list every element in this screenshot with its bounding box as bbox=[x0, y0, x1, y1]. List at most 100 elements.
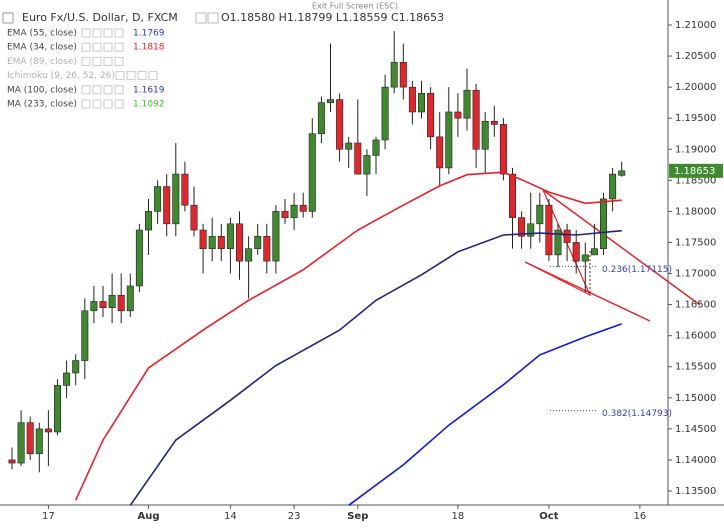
candle-body bbox=[8, 459, 16, 464]
indicator-line bbox=[74, 171, 622, 501]
x-tick-label: 23 bbox=[288, 511, 301, 522]
candle-body bbox=[618, 170, 626, 176]
candle-body bbox=[217, 235, 225, 249]
legend-value: 1.1619 bbox=[133, 85, 165, 95]
wedge-lower-line bbox=[524, 261, 651, 322]
x-tick-label: 14 bbox=[224, 511, 237, 522]
legend-icon bbox=[92, 56, 102, 66]
candle-body bbox=[326, 99, 334, 103]
candle-body bbox=[17, 422, 25, 464]
symbol-title: Euro Fx/U.S. Dollar, D, FXCM bbox=[22, 11, 178, 24]
candle-body bbox=[81, 310, 89, 361]
candle-body bbox=[53, 385, 61, 433]
candle-body bbox=[436, 136, 444, 169]
candle-body bbox=[308, 133, 316, 212]
x-tick-label: Sep bbox=[347, 511, 368, 522]
last-price-box bbox=[669, 163, 723, 178]
legend-icon bbox=[103, 56, 113, 66]
candle-body bbox=[609, 173, 617, 200]
candle-body bbox=[399, 61, 407, 88]
hide-icon[interactable] bbox=[207, 12, 219, 24]
y-tick-label: 1.16000 bbox=[675, 331, 716, 342]
y-tick-label: 1.17000 bbox=[675, 269, 716, 280]
candle-body bbox=[299, 204, 307, 212]
candle-body bbox=[245, 248, 253, 262]
candle-body bbox=[154, 186, 162, 212]
y-tick-label: 1.20000 bbox=[675, 82, 716, 93]
y-tick-label: 1.18500 bbox=[675, 175, 716, 186]
legend-value: 1.1769 bbox=[133, 29, 165, 39]
fib-label: 0.236(1.17115) bbox=[602, 265, 672, 275]
legend-icon bbox=[114, 28, 124, 38]
candle-body bbox=[263, 235, 271, 262]
legend-icon bbox=[92, 85, 102, 95]
candle-body bbox=[408, 86, 416, 113]
candle-body bbox=[190, 204, 198, 231]
candle-body bbox=[290, 204, 298, 218]
legend-name: MA (100, close) bbox=[7, 85, 77, 95]
candle-body bbox=[281, 211, 289, 218]
candle-body bbox=[508, 173, 516, 218]
legend-icon bbox=[81, 28, 91, 38]
legend-icon bbox=[103, 42, 113, 52]
candle-body bbox=[417, 93, 425, 113]
legend-icon bbox=[114, 99, 124, 109]
wedge-upper-line bbox=[542, 189, 701, 306]
x-tick-label: 18 bbox=[452, 511, 465, 522]
candle-body bbox=[236, 223, 244, 262]
candle-body bbox=[226, 223, 234, 249]
legend-icon bbox=[81, 42, 91, 52]
y-tick-label: 1.17500 bbox=[675, 237, 716, 248]
candle-body bbox=[336, 99, 344, 150]
y-tick-label: 1.16500 bbox=[675, 300, 716, 311]
legend-icon bbox=[92, 42, 102, 52]
last-price-label: 1.18653 bbox=[674, 166, 715, 177]
legend-icon bbox=[137, 71, 147, 81]
candle-body bbox=[454, 111, 462, 119]
settings-icon[interactable] bbox=[195, 12, 207, 24]
x-tick-label: Oct bbox=[539, 511, 558, 522]
candle-body bbox=[317, 102, 325, 135]
candle-body bbox=[381, 86, 389, 141]
candle-body bbox=[572, 242, 580, 262]
candle-body bbox=[63, 372, 71, 386]
candle-body bbox=[390, 61, 398, 88]
candle-body bbox=[490, 120, 498, 125]
x-tick-label: 16 bbox=[634, 511, 647, 522]
y-tick-label: 1.18000 bbox=[675, 206, 716, 217]
collapse-icon[interactable] bbox=[2, 12, 14, 24]
candle-body bbox=[345, 142, 353, 150]
exit-fullscreen[interactable]: Exit Full Screen (ESC) bbox=[312, 2, 398, 11]
y-tick-label: 1.21000 bbox=[675, 20, 716, 31]
legend-name: EMA (89, close) bbox=[7, 57, 77, 67]
candle-body bbox=[181, 173, 189, 206]
candle-body bbox=[518, 217, 526, 237]
y-tick-label: 1.15000 bbox=[675, 393, 716, 404]
candle-body bbox=[135, 229, 143, 287]
x-tick-label: 17 bbox=[42, 511, 55, 522]
candle-body bbox=[581, 254, 589, 262]
legend-icon bbox=[81, 99, 91, 109]
candle-body bbox=[272, 211, 280, 262]
y-tick-label: 1.13500 bbox=[675, 486, 716, 497]
candle-body bbox=[163, 186, 171, 225]
legend-icon bbox=[148, 71, 158, 81]
legend-icon bbox=[114, 42, 124, 52]
y-tick-label: 1.19500 bbox=[675, 113, 716, 124]
legend-name: MA (233, close) bbox=[7, 100, 77, 110]
candle-body bbox=[536, 204, 544, 225]
legend-icon bbox=[92, 99, 102, 109]
candle-body bbox=[26, 422, 34, 455]
y-tick-label: 1.20500 bbox=[675, 51, 716, 62]
indicator-line bbox=[129, 229, 622, 506]
legend-icon bbox=[115, 71, 125, 81]
candle-body bbox=[72, 360, 80, 374]
legend-name: EMA (55, close) bbox=[7, 29, 77, 39]
y-tick-label: 1.14500 bbox=[675, 424, 716, 435]
indicator-line bbox=[348, 323, 622, 506]
candle-body bbox=[499, 124, 507, 175]
candle-body bbox=[363, 155, 371, 175]
